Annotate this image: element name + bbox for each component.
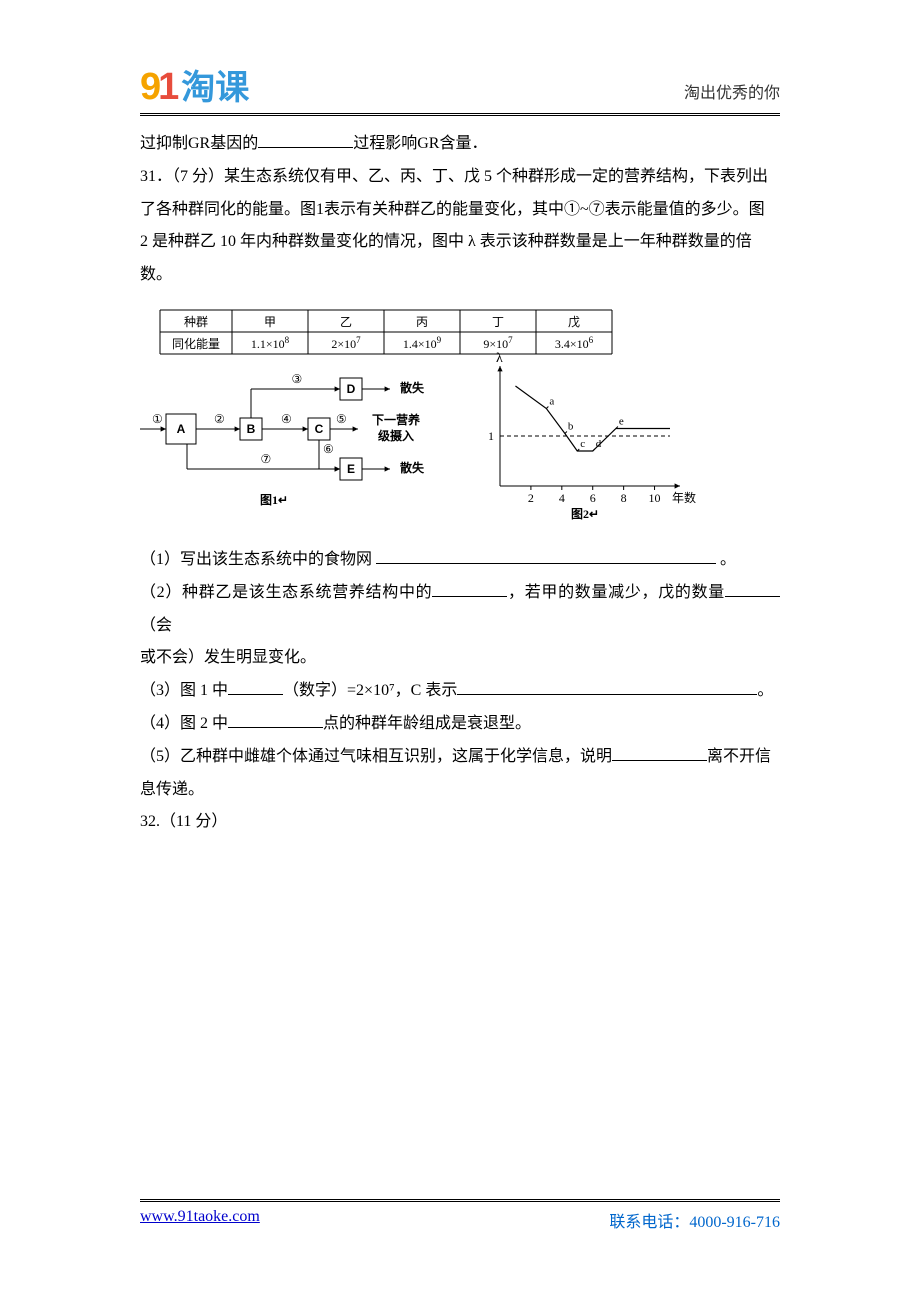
blank <box>725 581 780 597</box>
q31-2-line2: 或不会）发生明显变化。 <box>140 642 780 675</box>
svg-text:丁: 丁 <box>492 315 504 329</box>
q31-3: （3）图 1 中 （数字）=2×10⁷，C 表示 。 <box>140 675 780 708</box>
figure-block: 种群 甲 乙 丙 丁 戊同化能量 1.1×108 2×107 1.4×109 9×107 3.4×1… <box>140 306 780 526</box>
svg-text:种群: 种群 <box>184 315 208 329</box>
svg-text:图1↵: 图1↵ <box>260 493 288 507</box>
svg-text:下一营养: 下一营养 <box>372 412 420 427</box>
blank <box>457 679 757 695</box>
footer-row: www.91taoke.com 联系电话：4000-916-716 <box>140 1208 780 1232</box>
svg-text:E: E <box>347 462 355 476</box>
q32: 32.（11 分） <box>140 806 780 839</box>
q31-4a: （4）图 2 中 <box>140 715 228 732</box>
logo-cn: 淘课 <box>181 60 249 109</box>
q31-4b: 点的种群年龄组成是衰退型。 <box>323 715 531 732</box>
q31-3c: 。 <box>757 682 773 699</box>
q31-5a: （5）乙种群中雌雄个体通过气味相互识别，这属于化学信息，说明 <box>140 748 612 765</box>
blank <box>612 745 707 761</box>
q31-1-text: （1）写出该生态系统中的食物网 <box>140 551 376 568</box>
svg-text:散失: 散失 <box>400 460 425 475</box>
svg-text:a: a <box>549 395 554 407</box>
svg-text:e: e <box>619 415 624 427</box>
svg-text:10: 10 <box>649 491 661 505</box>
svg-text:B: B <box>247 422 256 436</box>
q31-2b: ，若甲的数量减少，戊的数量 <box>507 584 725 601</box>
svg-text:d: d <box>596 438 602 450</box>
q31-stem-2: 了各种群同化的能量。图1表示有关种群乙的能量变化，其中①~⑦表示能量值的多少。图 <box>140 194 780 227</box>
svg-text:4: 4 <box>559 491 565 505</box>
q31-stem-3: 2 是种群乙 10 年内种群数量变化的情况，图中 λ 表示该种群数量是上一年种群… <box>140 226 780 259</box>
q31-5-line2: 息传递。 <box>140 774 780 807</box>
q31-1: （1）写出该生态系统中的食物网 。 <box>140 544 780 577</box>
q31-2-line1: （2）种群乙是该生态系统营养结构中的 ，若甲的数量减少，戊的数量 （会 <box>140 577 780 643</box>
svg-text:级摄入: 级摄入 <box>378 428 414 443</box>
slogan: 淘出优秀的你 <box>684 79 780 103</box>
svg-text:⑤: ⑤ <box>336 412 347 426</box>
svg-text:9×107: 9×107 <box>483 335 513 351</box>
svg-text:1.1×108: 1.1×108 <box>251 335 290 351</box>
line-pre-q31: 过抑制GR基因的过程影响GR含量． <box>140 128 780 161</box>
body-content: 过抑制GR基因的过程影响GR含量． 31．（7 分）某生态系统仅有甲、乙、丙、丁… <box>140 128 780 839</box>
footer-rule-thin <box>140 1199 780 1200</box>
footer: www.91taoke.com 联系电话：4000-916-716 <box>140 1199 780 1232</box>
svg-text:乙: 乙 <box>340 315 352 329</box>
header: 9 1 淘课 淘出优秀的你 <box>140 60 780 109</box>
footer-tel-label: 联系电话： <box>609 1214 689 1231</box>
svg-text:3.4×106: 3.4×106 <box>555 335 594 351</box>
svg-text:甲: 甲 <box>264 315 276 329</box>
blank <box>432 581 507 597</box>
svg-text:D: D <box>347 382 356 396</box>
blank <box>228 679 283 695</box>
svg-text:丙: 丙 <box>416 315 428 329</box>
svg-text:c: c <box>580 438 585 450</box>
svg-text:散失: 散失 <box>400 380 425 395</box>
header-rule-thin <box>140 115 780 116</box>
svg-text:2: 2 <box>528 491 534 505</box>
q31-2c: （会 <box>140 617 172 634</box>
blank <box>376 548 716 564</box>
page: 9 1 淘课 淘出优秀的你 过抑制GR基因的过程影响GR含量． 31．（7 分）… <box>0 0 920 1302</box>
svg-text:1.4×109: 1.4×109 <box>403 335 442 351</box>
svg-text:③: ③ <box>292 372 303 386</box>
svg-text:6: 6 <box>590 491 596 505</box>
q31-4: （4）图 2 中 点的种群年龄组成是衰退型。 <box>140 708 780 741</box>
q31-3b: （数字）=2×10⁷，C 表示 <box>283 682 457 699</box>
q31-3a: （3）图 1 中 <box>140 682 228 699</box>
svg-text:A: A <box>177 422 186 436</box>
svg-text:λ: λ <box>496 351 503 366</box>
blank <box>258 132 353 148</box>
footer-rule-thick <box>140 1201 780 1202</box>
q31-5-line1: （5）乙种群中雌雄个体通过气味相互识别，这属于化学信息，说明 离不开信 <box>140 741 780 774</box>
svg-text:2×107: 2×107 <box>331 335 361 351</box>
figure-svg: 种群 甲 乙 丙 丁 戊同化能量 1.1×108 2×107 1.4×109 9×107 3.4×1… <box>140 306 700 526</box>
svg-text:图2↵: 图2↵ <box>571 507 599 521</box>
svg-text:b: b <box>568 420 574 432</box>
svg-text:⑥: ⑥ <box>323 442 334 456</box>
svg-text:②: ② <box>214 412 225 426</box>
q31-2a: （2）种群乙是该生态系统营养结构中的 <box>140 584 432 601</box>
footer-url[interactable]: www.91taoke.com <box>140 1208 260 1232</box>
svg-text:⑦: ⑦ <box>261 452 272 466</box>
q31-stem-4: 数。 <box>140 259 780 292</box>
svg-text:戊: 戊 <box>568 315 580 329</box>
svg-text:1: 1 <box>488 429 494 443</box>
svg-text:④: ④ <box>281 412 292 426</box>
svg-text:C: C <box>315 422 324 436</box>
logo: 9 1 淘课 <box>140 60 249 109</box>
logo-one: 1 <box>158 68 179 106</box>
svg-text:8: 8 <box>621 491 627 505</box>
q31-1-end: 。 <box>716 551 736 568</box>
blank <box>228 712 323 728</box>
q31-5b: 离不开信 <box>707 748 771 765</box>
svg-text:同化能量: 同化能量 <box>172 337 220 351</box>
q31-stem-1: 31．（7 分）某生态系统仅有甲、乙、丙、丁、戊 5 个种群形成一定的营养结构，… <box>140 161 780 194</box>
svg-text:年数: 年数 <box>672 490 696 505</box>
footer-tel: 4000-916-716 <box>689 1214 780 1231</box>
svg-text:①: ① <box>152 412 163 426</box>
header-rule-thick <box>140 113 780 114</box>
footer-tel-wrap: 联系电话：4000-916-716 <box>609 1208 780 1232</box>
